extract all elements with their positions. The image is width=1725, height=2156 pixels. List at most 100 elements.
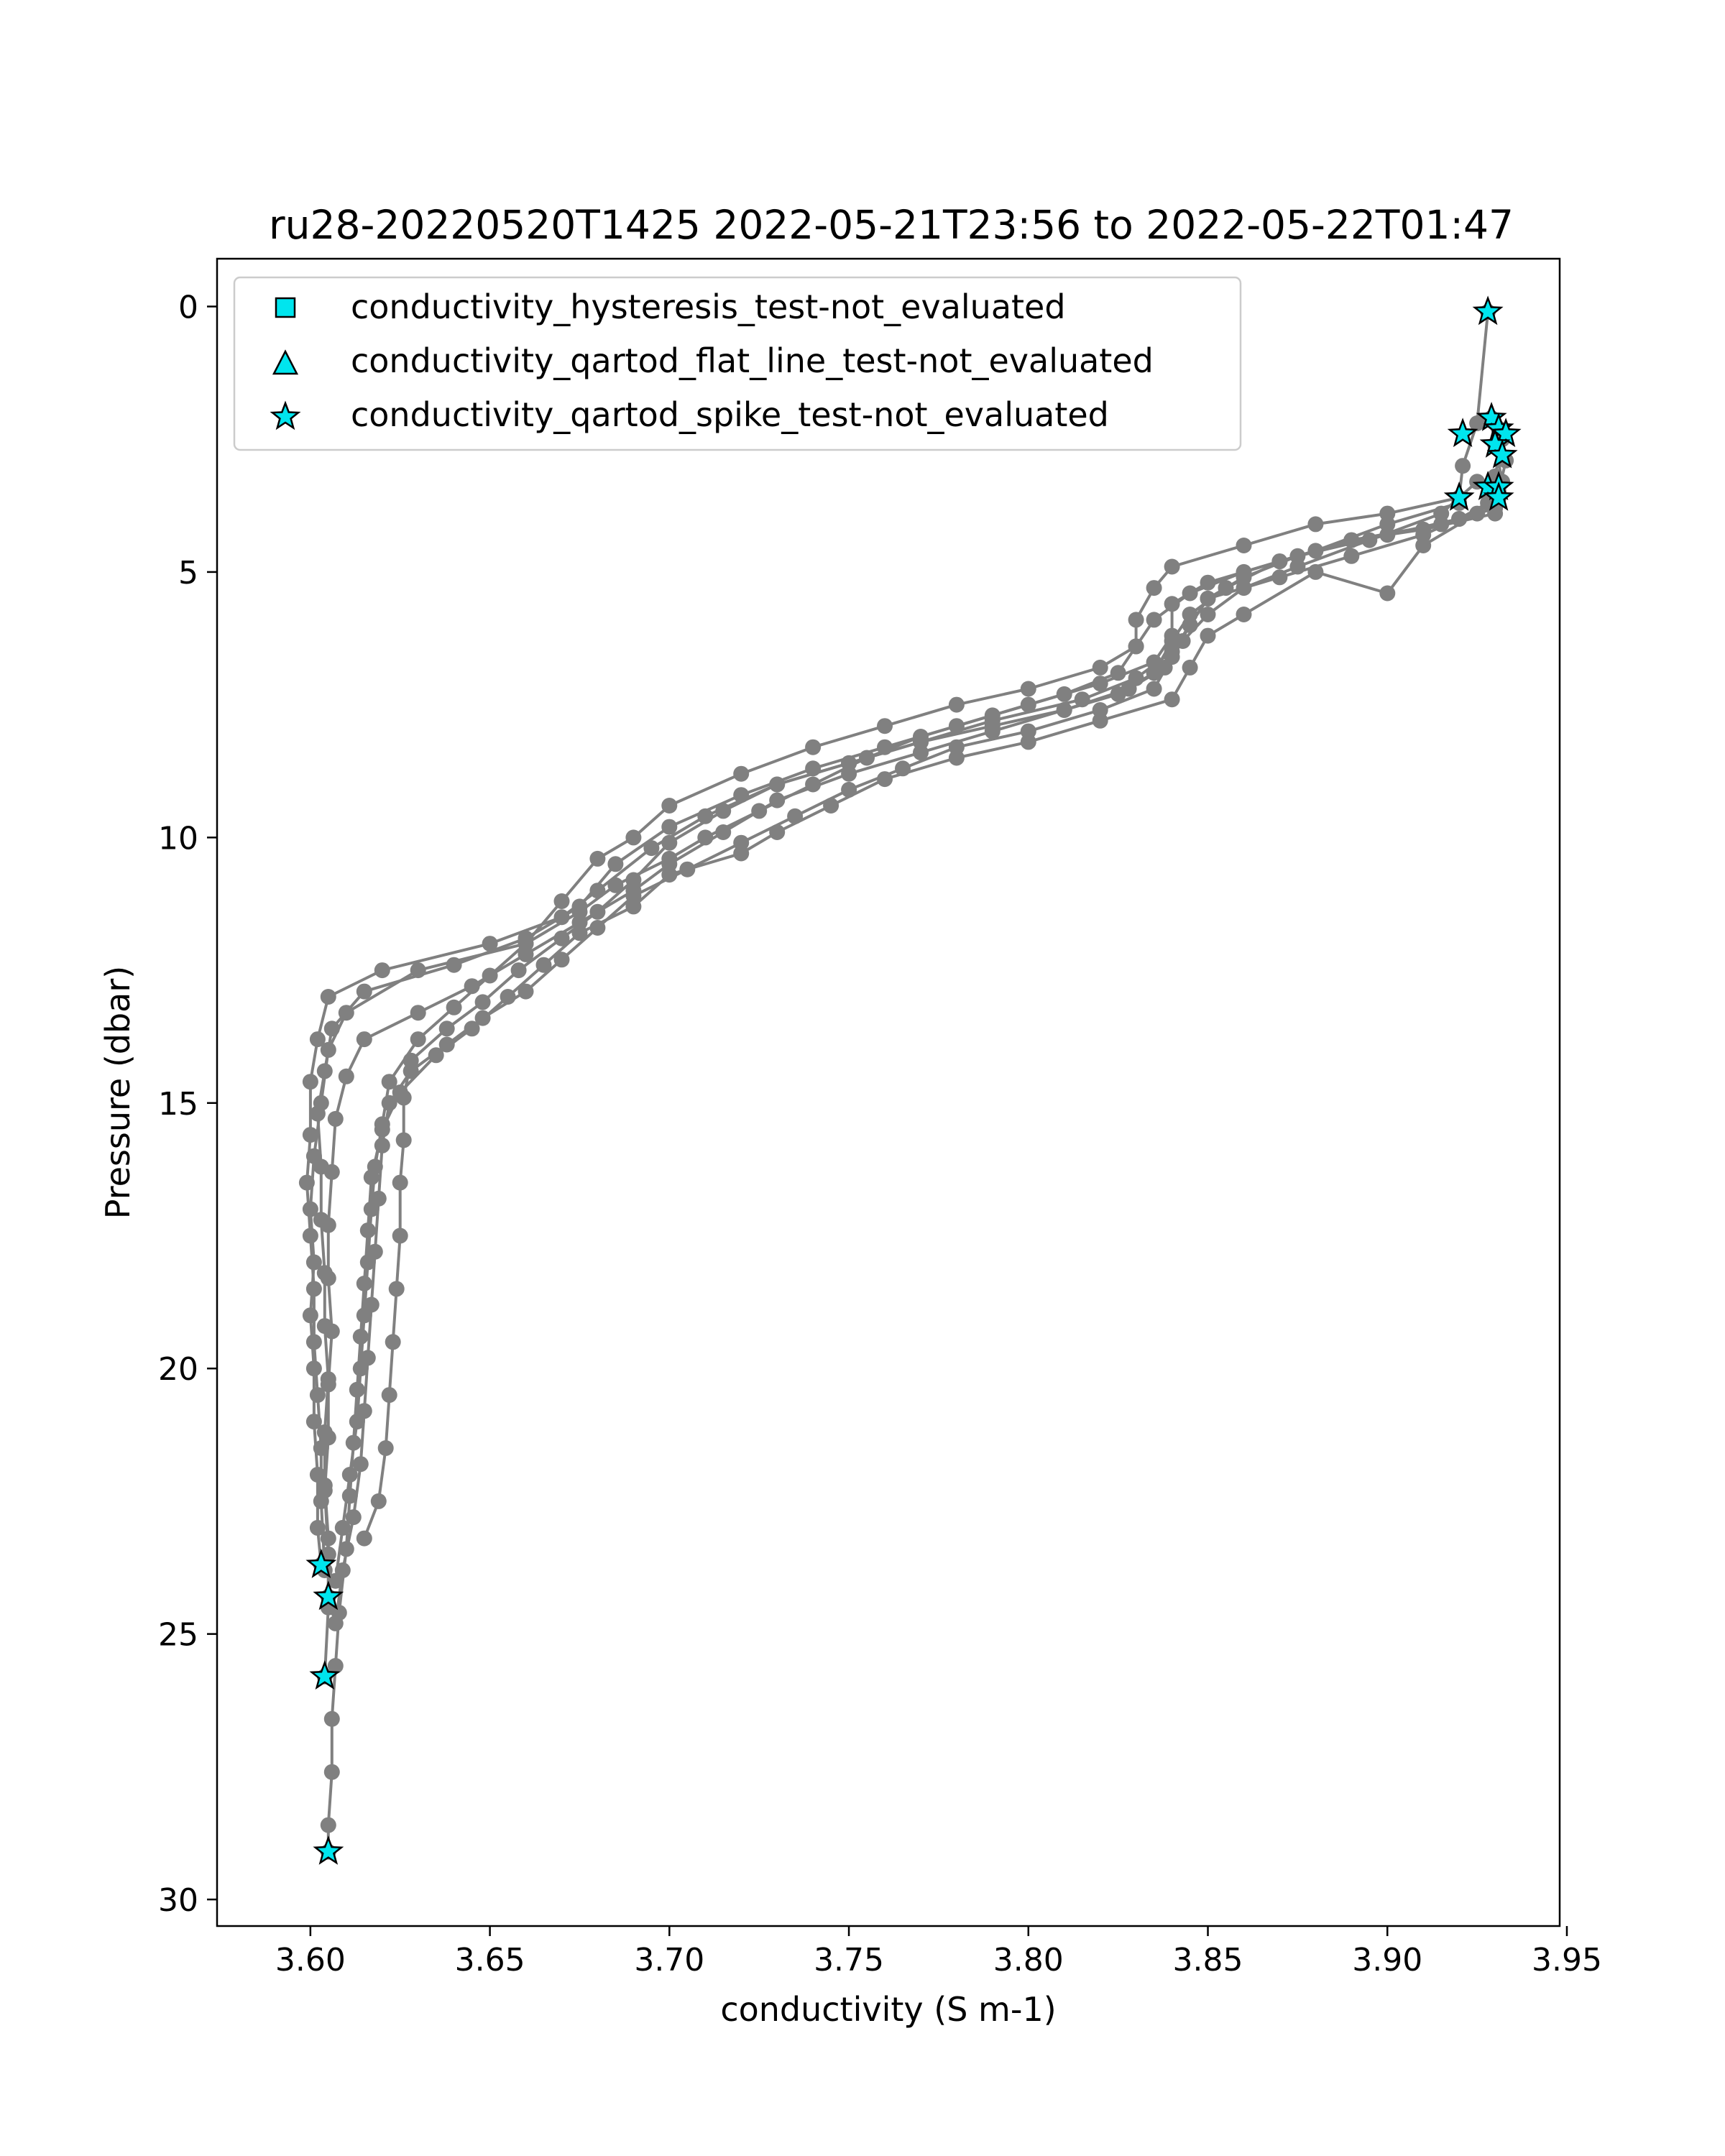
x-tick-label: 3.65 <box>455 1942 525 1978</box>
data-point <box>1343 548 1360 564</box>
data-point <box>388 1281 405 1297</box>
data-point <box>553 930 570 946</box>
data-point <box>1307 543 1324 559</box>
y-tick-label: 0 <box>178 289 198 326</box>
data-point <box>589 920 606 936</box>
data-point <box>327 1658 344 1674</box>
data-point <box>352 1328 369 1345</box>
y-tick-label: 15 <box>158 1086 198 1123</box>
legend-star-shape <box>270 400 301 430</box>
data-point <box>482 936 498 952</box>
data-point <box>1056 702 1072 718</box>
spike-star-marker <box>1443 481 1475 511</box>
data-point <box>323 1710 340 1727</box>
data-point <box>302 1307 318 1324</box>
data-point <box>1415 538 1432 553</box>
data-point <box>381 1074 397 1090</box>
series-8 <box>356 474 1486 1547</box>
legend-label-hysteresis: conductivity_hysteresis_test-not_evaluat… <box>351 287 1066 326</box>
data-point <box>320 1270 336 1286</box>
y-tick-label: 5 <box>178 555 198 591</box>
data-point <box>948 696 965 713</box>
data-point <box>438 1021 455 1037</box>
data-point <box>392 1227 408 1244</box>
data-point <box>518 936 534 952</box>
data-point <box>1236 607 1252 622</box>
data-point <box>374 1116 390 1133</box>
data-point <box>1451 511 1468 527</box>
data-point <box>1182 585 1198 602</box>
data-point <box>482 967 498 984</box>
data-point <box>320 989 336 1005</box>
data-point <box>1056 686 1072 702</box>
data-point <box>356 1031 372 1048</box>
data-point <box>1200 607 1216 622</box>
data-point <box>1174 633 1191 649</box>
data-point <box>363 1201 380 1217</box>
data-point <box>913 734 929 750</box>
data-point <box>305 1254 322 1271</box>
data-point <box>1236 538 1252 553</box>
data-point <box>356 983 372 1000</box>
data-point <box>327 1110 344 1127</box>
plot-area <box>298 295 1522 1865</box>
data-point <box>1236 563 1252 580</box>
data-point <box>1146 580 1162 596</box>
legend-label-spike: conductivity_qartod_spike_test-not_evalu… <box>351 395 1109 434</box>
data-point <box>377 1440 394 1456</box>
data-point <box>571 903 588 920</box>
data-point <box>1146 612 1162 628</box>
spike-star-marker <box>313 1580 344 1611</box>
data-point <box>356 1307 372 1324</box>
data-point <box>1307 516 1324 533</box>
data-point <box>589 903 606 920</box>
data-point <box>1379 516 1396 533</box>
data-point <box>1289 558 1306 575</box>
data-point <box>370 1493 387 1509</box>
x-tick-label: 3.95 <box>1532 1942 1602 1978</box>
data-point <box>895 760 911 777</box>
data-point <box>385 1334 401 1350</box>
data-point <box>518 983 534 1000</box>
data-point <box>474 994 491 1010</box>
data-point <box>510 962 527 979</box>
data-point <box>1121 681 1137 697</box>
data-point <box>841 781 857 798</box>
data-point <box>323 1764 340 1780</box>
data-point <box>697 829 714 846</box>
data-point <box>1092 702 1108 718</box>
data-point <box>1200 627 1216 644</box>
data-point <box>381 1387 397 1404</box>
data-point <box>302 1227 318 1244</box>
data-point <box>395 1132 412 1148</box>
data-point <box>984 718 1000 734</box>
x-tick-label: 3.75 <box>814 1942 884 1978</box>
data-point <box>309 1105 326 1122</box>
data-point <box>410 1031 426 1048</box>
data-point <box>464 978 480 995</box>
data-point <box>1164 558 1180 575</box>
data-point <box>1469 505 1486 522</box>
data-point <box>438 1036 455 1053</box>
data-point <box>349 1381 365 1398</box>
data-point <box>320 1376 336 1393</box>
data-point <box>607 856 624 872</box>
data-point <box>841 755 857 771</box>
data-point <box>1236 580 1252 596</box>
data-point <box>1020 681 1036 697</box>
legend-marker-square <box>275 297 296 318</box>
data-point <box>1433 505 1450 522</box>
data-point <box>320 1217 336 1233</box>
spike-star-marker <box>305 1549 337 1578</box>
data-point <box>1200 590 1216 607</box>
data-point <box>359 1222 376 1239</box>
data-point <box>327 1615 344 1631</box>
data-point <box>327 1572 344 1589</box>
data-point <box>625 872 642 888</box>
y-tick-label: 30 <box>158 1882 198 1919</box>
legend-marker-star <box>270 400 301 430</box>
data-point <box>392 1174 408 1191</box>
data-point <box>553 893 570 909</box>
data-point <box>787 808 804 824</box>
